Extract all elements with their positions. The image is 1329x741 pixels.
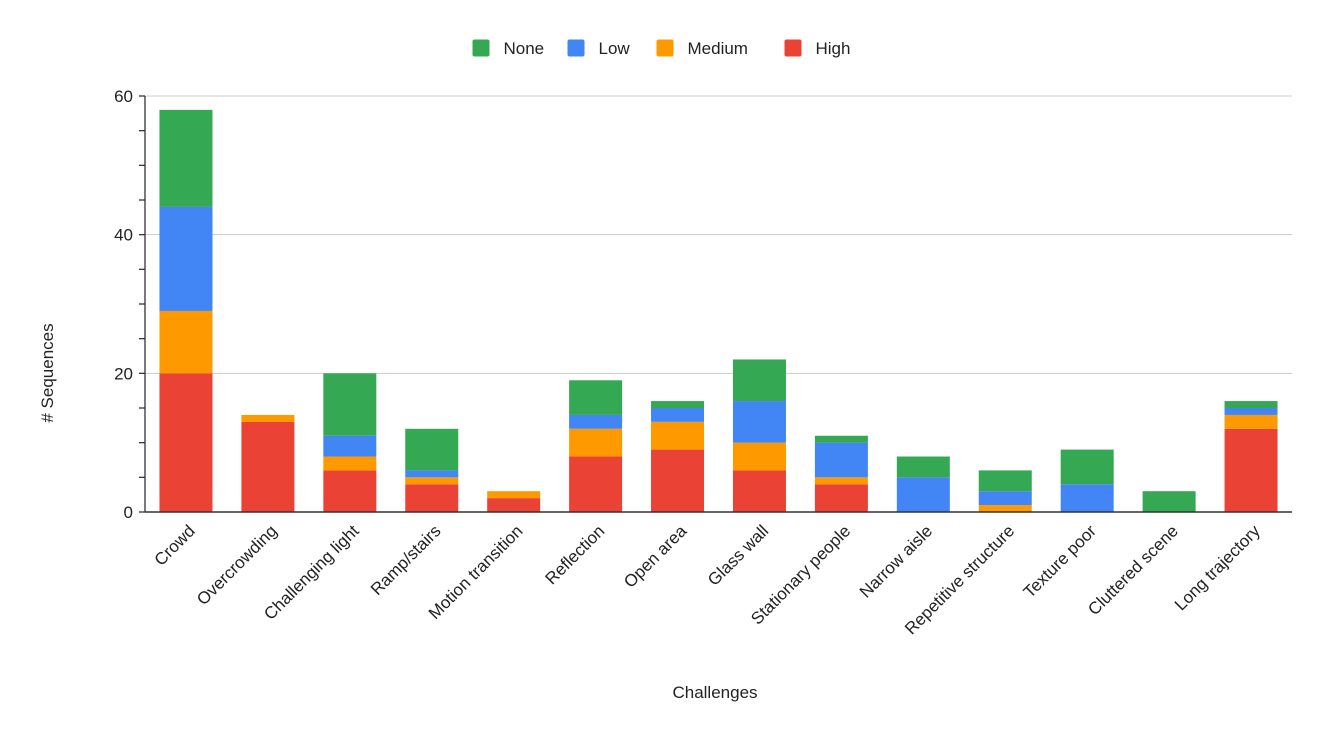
- bar-segment-none: [896, 456, 950, 478]
- bar-segment-low: [1224, 408, 1278, 415]
- x-tick-label: Overcrowding: [193, 521, 281, 609]
- bar-segment-none: [569, 380, 623, 415]
- bar-segment-none: [978, 470, 1032, 492]
- bar-segment-medium: [569, 428, 623, 457]
- y-tick-label: 60: [114, 87, 133, 106]
- y-tick-label: 40: [114, 226, 133, 245]
- gridlines: [145, 95, 1292, 374]
- x-tick-label: Narrow aisle: [856, 521, 936, 601]
- bar-segment-low: [159, 206, 213, 311]
- bar-segment-high: [732, 470, 786, 512]
- bar-segment-medium: [732, 442, 786, 471]
- bar-segment-none: [1142, 491, 1196, 512]
- bar-segment-medium: [814, 477, 868, 485]
- x-tick-label: Texture poor: [1020, 521, 1100, 601]
- bar-segment-low: [323, 435, 377, 457]
- x-tick-label: Reflection: [542, 521, 609, 588]
- x-tick-label: Glass wall: [704, 521, 772, 589]
- bar-segment-medium: [1224, 414, 1278, 429]
- bar-segment-low: [1060, 484, 1114, 512]
- bar-segment-none: [405, 428, 459, 471]
- x-tick-label: Cluttered scene: [1084, 521, 1182, 619]
- legend-label-none: None: [504, 39, 545, 58]
- x-axis-label: Challenges: [672, 683, 757, 702]
- x-tick-label: Long trajectory: [1171, 521, 1264, 614]
- bar-segment-medium: [651, 421, 705, 450]
- bar-segment-medium: [405, 477, 459, 485]
- bar-segment-medium: [323, 456, 377, 471]
- bar-segment-none: [732, 359, 786, 402]
- bar-segment-low: [896, 477, 950, 512]
- y-tick-label: 0: [124, 503, 133, 522]
- bar-segment-high: [814, 484, 868, 512]
- bar-segment-low: [405, 470, 459, 478]
- bar-segment-high: [159, 373, 213, 512]
- x-tick-label: Open area: [620, 521, 691, 592]
- bar-segment-medium: [159, 310, 213, 374]
- bar-segment-none: [323, 373, 377, 436]
- bar-segment-high: [323, 470, 377, 512]
- bar-segment-low: [569, 414, 623, 429]
- bar-segment-none: [1060, 449, 1114, 485]
- bar-segment-medium: [978, 505, 1032, 512]
- legend-swatch-none: [472, 39, 490, 57]
- bar-segment-none: [1224, 401, 1278, 408]
- bar-segment-high: [1224, 428, 1278, 512]
- legend-swatch-medium: [656, 39, 674, 57]
- legend-swatch-high: [784, 39, 802, 57]
- bars: [159, 109, 1278, 512]
- bar-segment-high: [241, 421, 295, 512]
- bar-segment-low: [978, 491, 1032, 506]
- bar-segment-high: [569, 456, 623, 512]
- bar-segment-low: [732, 401, 786, 443]
- bar-segment-high: [651, 449, 705, 512]
- legend-label-medium: Medium: [688, 39, 748, 58]
- bar-segment-none: [651, 401, 705, 408]
- bar-segment-high: [405, 484, 459, 512]
- bar-segment-low: [814, 442, 868, 478]
- y-tick-label: 20: [114, 364, 133, 383]
- bar-segment-high: [487, 498, 541, 512]
- bar-segment-medium: [487, 491, 541, 499]
- x-tick-label: Ramp/stairs: [367, 521, 445, 599]
- y-axis: 0 20 40 60: [114, 87, 146, 522]
- x-tick-label: Crowd: [151, 521, 199, 569]
- bar-segment-medium: [241, 414, 295, 422]
- y-axis-label: # Sequences: [38, 323, 57, 422]
- bar-segment-none: [159, 109, 213, 207]
- legend-swatch-low: [567, 39, 585, 57]
- legend-label-low: Low: [599, 39, 631, 58]
- legend-label-high: High: [816, 39, 851, 58]
- bar-segment-low: [651, 408, 705, 422]
- legend: None Low Medium High: [472, 39, 851, 58]
- bar-segment-none: [814, 435, 868, 443]
